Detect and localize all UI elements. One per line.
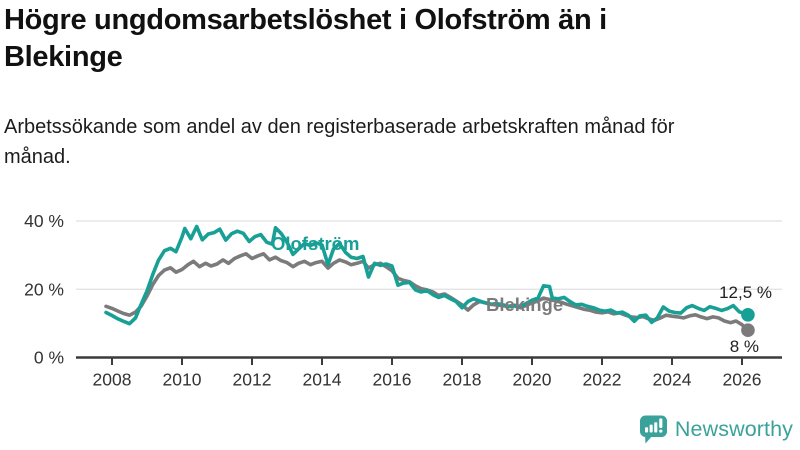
x-tick-label: 2024 [653, 370, 692, 390]
x-tick-label: 2020 [513, 370, 552, 390]
olofstrom-line [104, 224, 750, 326]
x-tick-label: 2022 [583, 370, 622, 390]
x-tick-label: 2010 [163, 370, 202, 390]
gridlines: 0 % 20 % 40 % [24, 211, 782, 368]
blekinge-end-dot [741, 323, 755, 337]
y-tick-label: 0 % [34, 348, 64, 368]
logo-text: Newsworthy [674, 416, 793, 441]
end-value-label-blekinge: 8 % [730, 337, 759, 356]
series-label-blekinge: Blekinge [486, 294, 563, 315]
y-tick-label: 40 % [24, 211, 64, 231]
x-axis: 2008 2010 2012 2014 2016 2018 2020 2022 2024 2026 [76, 356, 782, 390]
olofstrom-end-dot [741, 308, 755, 322]
x-tick-label: 2018 [443, 370, 482, 390]
x-tick-label: 2016 [373, 370, 412, 390]
x-tick-label: 2012 [233, 370, 272, 390]
unemployment-line-chart: 0 % 20 % 40 % Olofström Blekinge 12,5 % 8 … [24, 211, 782, 390]
x-tick-label: 2014 [303, 370, 342, 390]
series-lines [104, 224, 755, 337]
y-tick-label: 20 % [24, 279, 64, 299]
x-tick-label: 2008 [93, 370, 132, 390]
end-value-label-olofstrom: 12,5 % [719, 283, 772, 302]
newsworthy-logo[interactable]: Newsworthy [639, 412, 793, 446]
chart-subtitle: Arbetssökande som andel av den registerb… [4, 116, 675, 168]
page-title: Högre ungdomsarbetslöshet i Olofström än… [4, 4, 607, 73]
bar-chart-speech-bubble-icon [639, 415, 667, 443]
x-tick-label: 2026 [723, 370, 762, 390]
series-label-olofstrom: Olofström [271, 233, 359, 254]
